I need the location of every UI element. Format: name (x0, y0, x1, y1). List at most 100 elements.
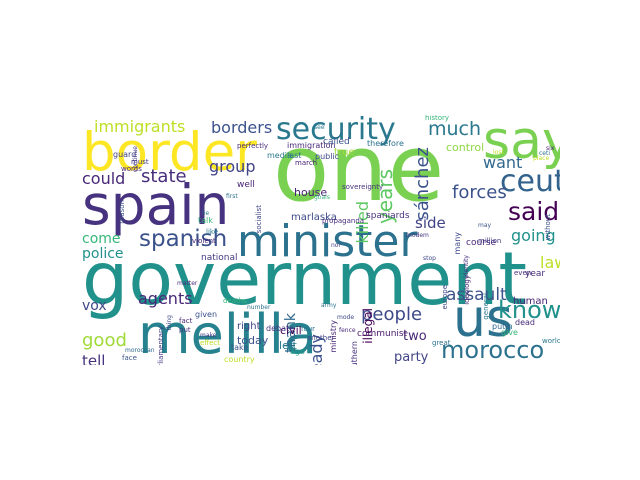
word-violent: violent (192, 237, 216, 245)
word-much: much (428, 118, 482, 140)
word-cloud: government one spain melilla border minister s… (80, 115, 560, 365)
word-say: say (483, 115, 560, 171)
word-propaganda: propaganda (322, 217, 365, 225)
word-guard: guard (113, 150, 137, 159)
word-said: said (508, 197, 560, 226)
word-law: law (540, 253, 560, 272)
word-immigration: immigration (287, 141, 336, 150)
word-civil: civil (280, 324, 302, 337)
word-given: given (195, 310, 218, 319)
word-side: side (415, 214, 446, 232)
word-may: may (478, 222, 492, 229)
word-true: true (334, 147, 355, 158)
word-march: march (295, 159, 318, 167)
word-moroccan: moroccan (125, 347, 155, 354)
word-could: could (82, 169, 126, 188)
word-course: course (466, 238, 497, 248)
word-last: last (287, 151, 302, 160)
word-make: make (200, 332, 217, 339)
word-dead: dead (515, 318, 535, 327)
word-ceuta: ceuta (500, 164, 560, 199)
word-people: people (361, 304, 423, 325)
word-stop: stop (423, 255, 436, 262)
word-come: come (82, 231, 121, 247)
word-therefore: therefore (367, 139, 404, 148)
word-six: six (546, 145, 555, 152)
word-matter: matter (177, 280, 198, 287)
word-ministry: ministry (329, 320, 338, 353)
word-morocco: morocco (441, 336, 545, 364)
word-called: called (323, 137, 350, 147)
word-two: two (403, 329, 427, 344)
word-one: one (273, 115, 445, 222)
word-place: place (533, 155, 550, 162)
word-human: human (513, 296, 548, 307)
word-border: border (82, 122, 257, 183)
word-many: many (453, 232, 462, 255)
word-reason: reason (118, 200, 126, 224)
word-another: another (307, 334, 335, 342)
word-lie: lie (202, 210, 210, 217)
word-europe: europe (441, 285, 449, 310)
word-number: number (247, 304, 271, 311)
word-deaths: deaths (223, 297, 247, 305)
word-good: good (82, 330, 127, 351)
word-media: media (267, 151, 292, 160)
word-world: world (542, 337, 560, 345)
word-marlaska: marlaska (291, 212, 337, 223)
word-ago: ago (290, 347, 305, 356)
word-melilla: melilla (138, 303, 317, 365)
word-public: public (315, 152, 340, 161)
word-first: first (226, 193, 238, 200)
word-agents: agents (138, 289, 193, 308)
word-national: national (201, 253, 238, 263)
word-security: security (276, 115, 396, 147)
word-sánchez: sánchez (412, 147, 433, 221)
word-control: control (446, 141, 485, 154)
word-identity: identity (463, 255, 470, 278)
word-communist: communist (357, 329, 408, 339)
word-mode: mode (337, 314, 355, 321)
word-police: police (82, 246, 124, 262)
word-party: party (394, 350, 429, 365)
word-sovereignty: sovereignty (342, 183, 384, 191)
word-right: right (237, 321, 261, 332)
word-southern: southern (350, 341, 359, 365)
word-house: house (294, 186, 328, 199)
word-perfectly: perfectly (237, 142, 269, 150)
word-year: year (525, 269, 546, 279)
word-must: must (131, 158, 149, 166)
word-take: take (231, 343, 249, 352)
word-parliamentary: parliamentary (157, 326, 165, 365)
word-spaniards: spaniards (366, 211, 410, 221)
word-socialist: socialist (255, 205, 263, 234)
word-putin: putin (492, 322, 513, 331)
word-state: state (141, 166, 187, 187)
word-great: great (432, 339, 451, 347)
word-assault: assault (446, 285, 507, 305)
word-going: going (511, 226, 556, 245)
word-words: words (121, 165, 142, 173)
word-put: put (179, 326, 191, 334)
word-government: government (82, 237, 528, 322)
word-spain: spain (82, 173, 230, 237)
word-like: like (206, 228, 219, 236)
word-left: left (279, 339, 297, 352)
word-thing: thing (166, 315, 173, 331)
word-continue: continue (132, 146, 139, 173)
word-see: see (314, 124, 325, 131)
word-forces: forces (452, 182, 507, 203)
word-want: want (483, 153, 523, 172)
word-ideology: ideology (463, 275, 471, 305)
word-debate: debate (266, 324, 295, 333)
word-face: face (122, 354, 137, 362)
word-us: us (453, 289, 514, 349)
word-ceti: ceti (539, 150, 551, 157)
word-immigrants: immigrants (94, 117, 186, 136)
word-nor: nor (331, 242, 341, 249)
word-tell: tell (82, 352, 106, 366)
word-fence: fence (339, 327, 356, 334)
word-talk: talk (198, 216, 213, 225)
word-effect: effect (200, 339, 221, 347)
word-lost: lost (493, 149, 504, 156)
